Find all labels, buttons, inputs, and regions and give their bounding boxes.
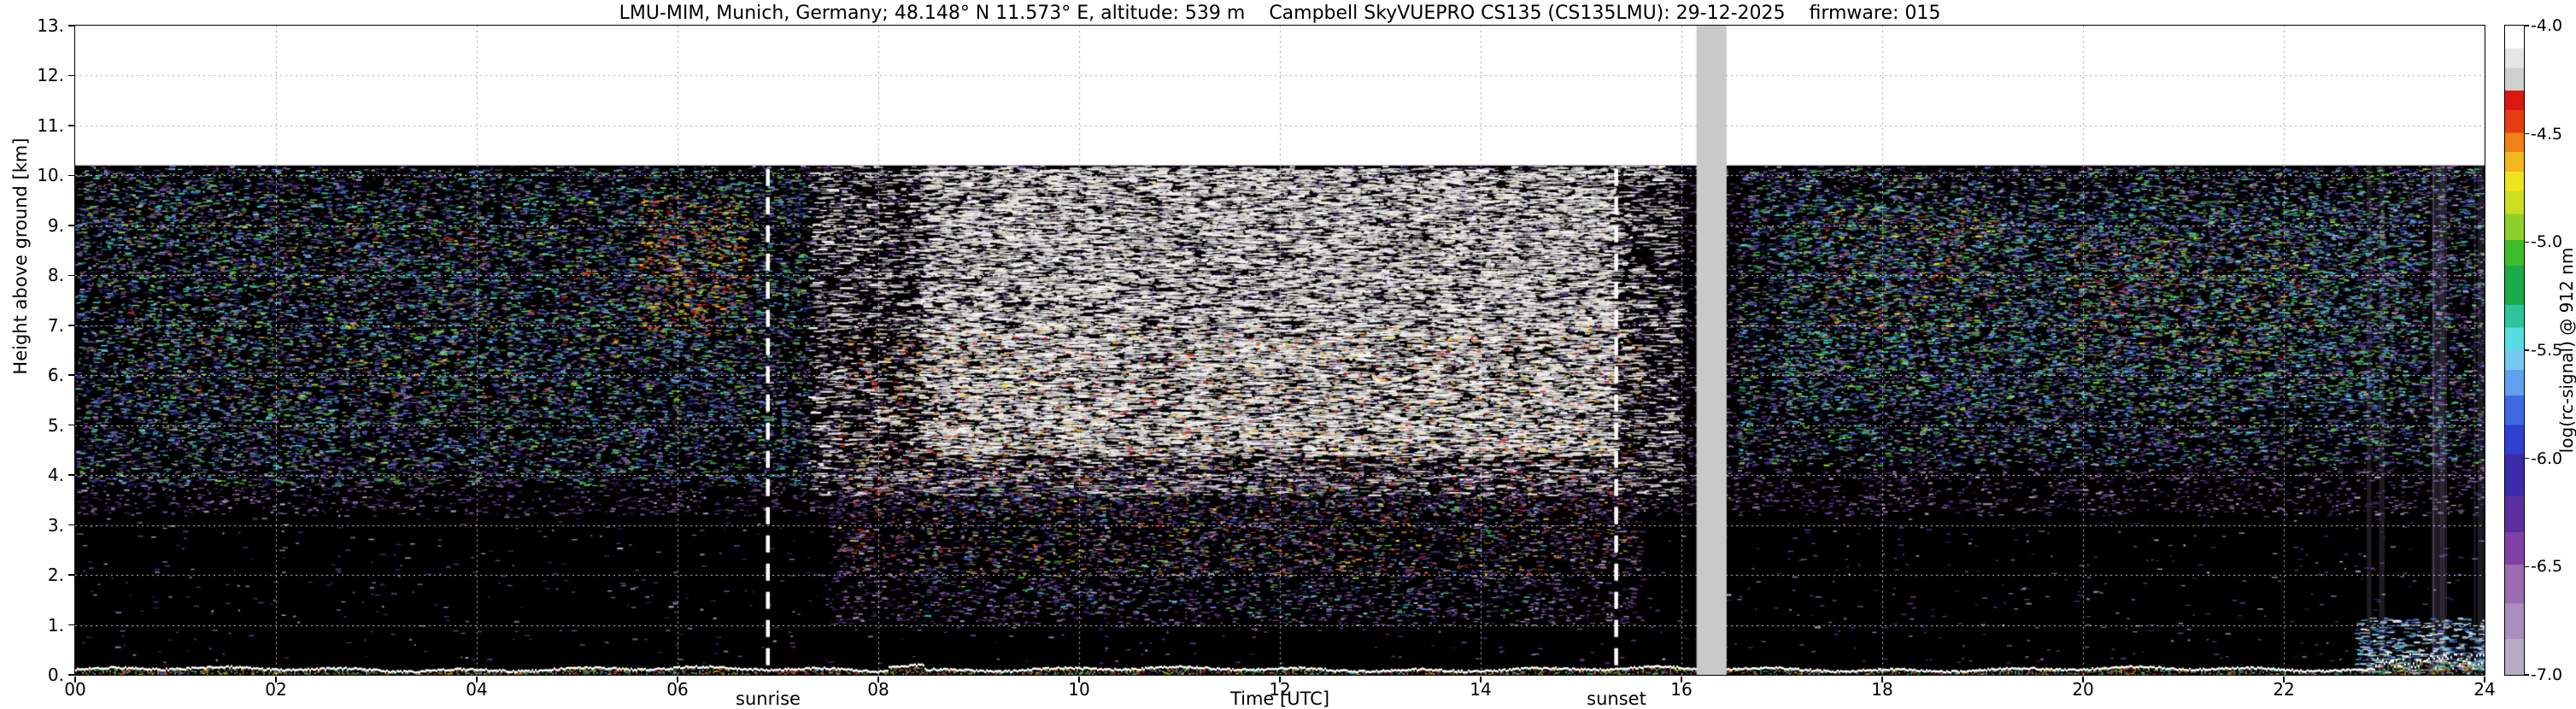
y-tick-label: 3. [47,514,64,536]
chart-title: LMU-MIM, Munich, Germany; 48.148° N 11.5… [619,3,1941,24]
y-tick-mark [68,225,75,226]
colorbar-tick-label: -5.0 [2531,232,2563,252]
x-tick-label: 12 [1269,679,1291,700]
x-tick-label: 04 [466,679,488,700]
x-tick-label: 18 [1871,679,1893,700]
y-tick-label: 5. [47,414,64,436]
x-tick-mark [275,677,277,683]
y-tick-mark [68,274,75,277]
colorbar-tick-label: -4.5 [2531,124,2563,144]
x-tick-label: 00 [64,679,86,700]
colorbar [2504,25,2525,676]
x-tick-label: 08 [867,679,889,700]
y-tick-label: 13. [37,15,64,36]
y-tick-mark [68,524,75,526]
x-tick-mark [677,677,678,683]
x-tick-label: 14 [1470,679,1492,700]
colorbar-tick-mark [2524,25,2529,26]
x-tick-mark [476,677,478,683]
sunrise-label: sunrise [736,688,801,709]
y-tick-label: 1. [47,614,64,636]
colorbar-tick-label: -7.0 [2531,665,2563,684]
y-tick-mark [68,624,75,626]
y-tick-mark [68,74,75,77]
x-tick-label: 20 [2072,679,2094,700]
y-tick-mark [68,25,75,26]
y-tick-label: 12. [37,65,64,86]
colorbar-tick-label: -5.5 [2531,341,2563,360]
x-tick-mark [1078,677,1080,683]
colorbar-tick-mark [2524,132,2529,135]
x-tick-mark [1881,677,1883,683]
colorbar-tick-mark [2524,674,2529,676]
x-tick-mark [2283,677,2285,683]
y-tick-mark [68,324,75,326]
x-tick-label: 16 [1670,679,1693,700]
y-tick-mark [68,674,75,676]
colorbar-tick-mark [2524,457,2529,460]
y-tick-label: 2. [47,565,64,586]
x-tick-mark [74,677,76,683]
x-tick-label: 02 [265,679,287,700]
y-tick-label: 0. [47,665,64,685]
y-tick-mark [68,424,75,426]
colorbar-tick-mark [2524,241,2529,243]
colorbar-tick-mark [2524,565,2529,568]
y-tick-label: 9. [47,214,64,236]
y-tick-mark [68,474,75,476]
colorbar-gradient [2505,26,2524,675]
y-tick-label: 4. [47,465,64,486]
plot-area [74,25,2485,676]
y-tick-label: 10. [37,165,64,186]
y-tick-mark [68,574,75,576]
x-tick-mark [877,677,879,683]
y-tick-label: 6. [47,365,64,386]
colorbar-tick-mark [2524,349,2529,351]
x-tick-mark [1681,677,1682,683]
plot-canvas [75,26,2485,675]
x-tick-mark [2484,677,2485,683]
x-tick-label: 06 [666,679,689,700]
x-tick-label: 10 [1068,679,1090,700]
y-tick-label: 7. [47,314,64,336]
y-tick-mark [68,374,75,377]
colorbar-tick-label: -6.5 [2531,557,2563,577]
sunset-label: sunset [1587,688,1646,709]
x-tick-mark [1279,677,1281,683]
x-tick-mark [1480,677,1482,683]
x-tick-label: 22 [2273,679,2295,700]
x-tick-label: 24 [2473,679,2496,700]
y-tick-label: 8. [47,265,64,286]
y-tick-mark [68,174,75,177]
colorbar-tick-label: -4.0 [2531,16,2563,35]
y-tick-mark [68,125,75,126]
y-tick-label: 11. [37,114,64,136]
colorbar-tick-label: -6.0 [2531,448,2563,468]
x-tick-mark [2082,677,2084,683]
